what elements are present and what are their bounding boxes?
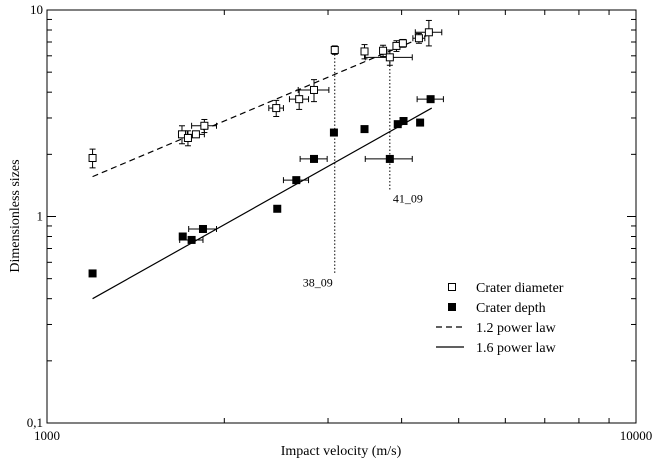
crater-depth-marker	[310, 154, 319, 163]
tick-labels: 1000 10000 0,1 1 10	[27, 2, 653, 443]
crater-diameter-marker	[424, 28, 433, 37]
crater-diameter-marker	[183, 133, 192, 142]
crater-diameter-marker	[191, 130, 200, 139]
crater-depth-marker	[273, 204, 282, 213]
crater-depth-marker	[88, 269, 97, 278]
legend-label: 1.6 power law	[476, 341, 557, 356]
y-tick-label: 1	[37, 209, 44, 224]
annotation-label: 38_09	[303, 275, 333, 289]
legend-label: Crater diameter	[476, 281, 564, 296]
y-tick-label: 10	[30, 2, 43, 17]
crater-depth-marker	[385, 154, 394, 163]
crater-diameter-marker	[330, 46, 339, 55]
x-axis-label: Impact velocity (m/s)	[281, 444, 402, 459]
crater-diameter-marker	[414, 34, 423, 43]
crater-diameter-marker	[398, 39, 407, 48]
crater-depth-marker	[178, 232, 187, 241]
y-axis-label: Dimensionless sizes	[8, 159, 23, 272]
crater-diameter-marker	[379, 46, 388, 55]
x-tick-label: 1000	[34, 428, 60, 443]
annotation-label: 41_09	[393, 192, 423, 206]
crater-depth-marker	[329, 128, 338, 137]
crater-diameter-marker	[385, 53, 394, 62]
power-law-1-6-line	[92, 107, 433, 300]
crater-depth-marker	[292, 176, 301, 185]
crater-diameter-marker	[88, 153, 97, 162]
legend-label: Crater depth	[476, 301, 546, 316]
legend-marker	[448, 303, 456, 311]
crater-diameter-marker	[200, 121, 209, 130]
crater-diameter-marker	[272, 104, 281, 113]
fit-lines	[92, 32, 433, 300]
legend: Crater diameter Crater depth 1.2 power law…	[436, 281, 564, 356]
legend-marker	[448, 283, 456, 291]
crater-diameter-marker	[360, 47, 369, 56]
x-tick-label: 10000	[620, 428, 653, 443]
data-markers	[88, 28, 435, 278]
crater-depth-marker	[198, 224, 207, 233]
crater-depth-marker	[426, 95, 435, 104]
annotations: 38_09 41_09	[303, 54, 423, 289]
crater-depth-marker	[187, 235, 196, 244]
crater-depth-marker	[416, 118, 425, 127]
crater-diameter-marker	[295, 95, 304, 104]
crater-diameter-marker	[310, 85, 319, 94]
crater-depth-marker	[399, 117, 408, 126]
axis-ticks	[46, 10, 636, 424]
crater-depth-marker	[360, 125, 369, 134]
power-law-1-2-line	[92, 32, 432, 178]
legend-label: 1.2 power law	[476, 321, 557, 336]
y-tick-label: 0,1	[27, 415, 43, 430]
